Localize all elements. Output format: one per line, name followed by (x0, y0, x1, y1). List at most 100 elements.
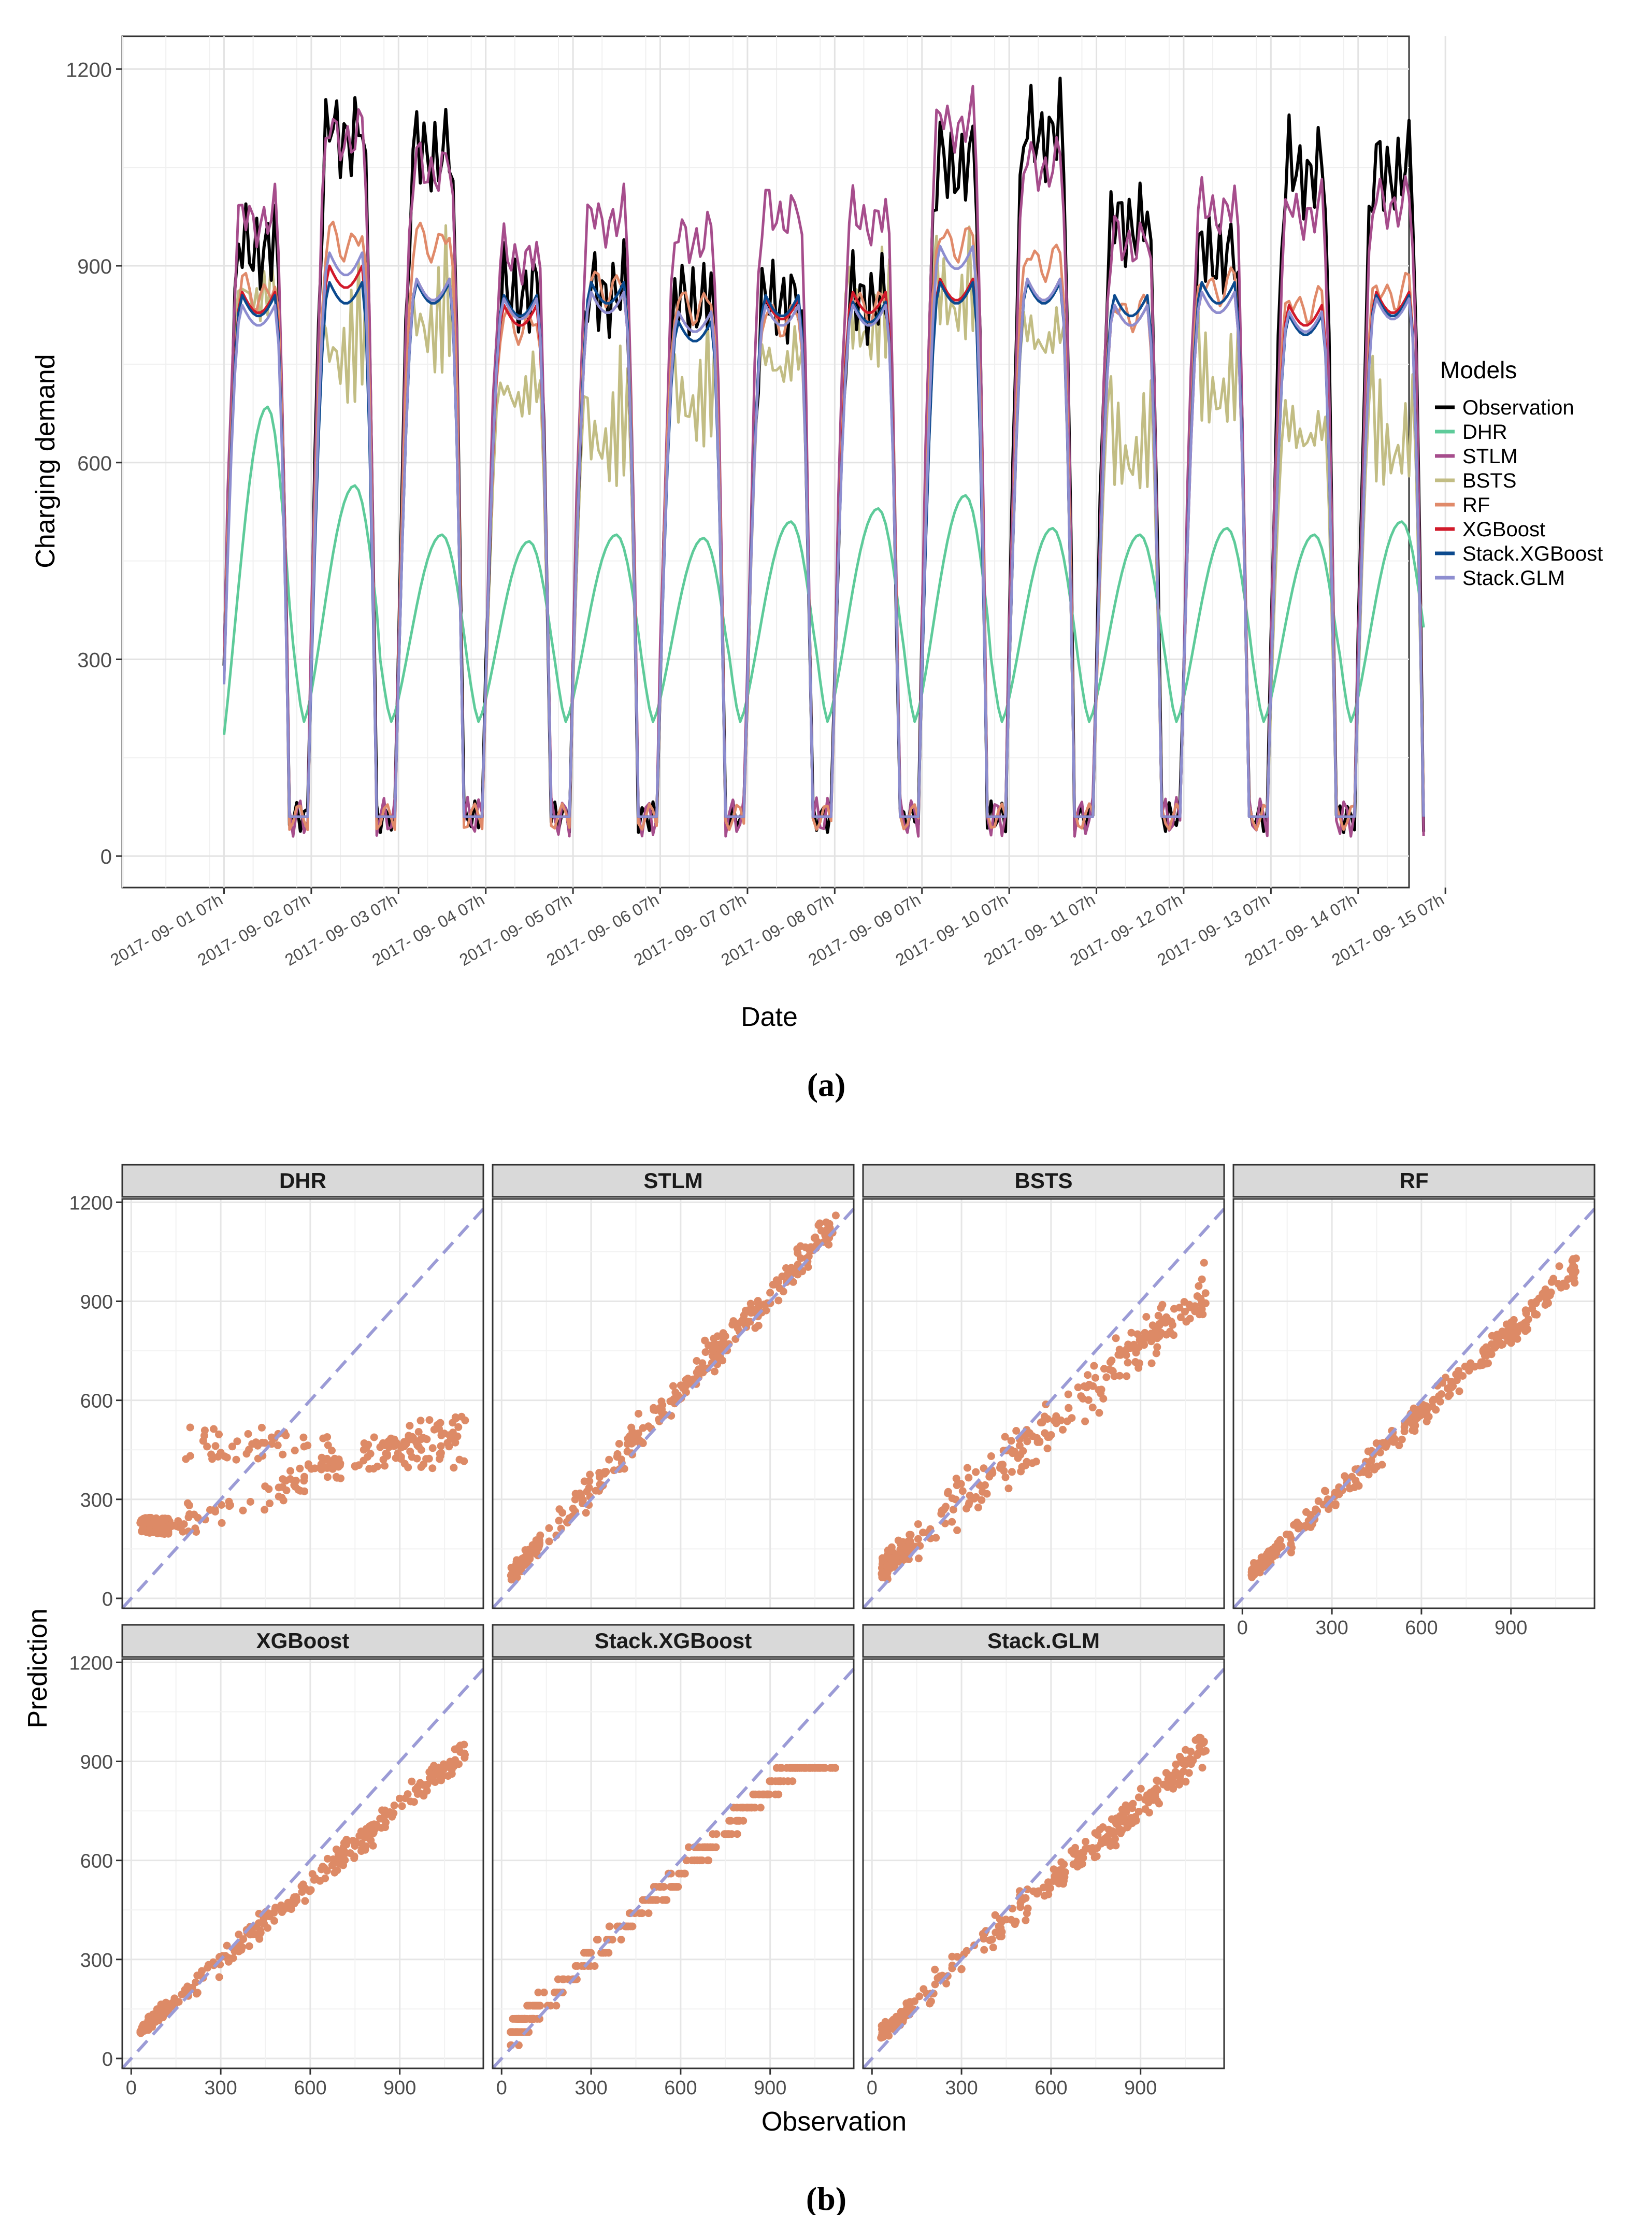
scatter-point (701, 1336, 709, 1345)
scatter-point (414, 1428, 423, 1436)
scatter-point (681, 1869, 689, 1878)
scatter-point (370, 1433, 378, 1441)
scatter-point (1341, 1472, 1349, 1480)
scatter-point (685, 1843, 693, 1851)
scatter-point (914, 1520, 922, 1528)
scatter-point (146, 1527, 154, 1536)
scatter-point (199, 1437, 207, 1445)
scatter-point (1094, 1831, 1102, 1839)
scatter-point (635, 1410, 643, 1418)
scatter-point (573, 1962, 582, 1970)
scatter-point (408, 1777, 416, 1785)
scatter-point (242, 1450, 251, 1458)
scatter-point (534, 1989, 542, 1996)
scatter-point (1182, 1778, 1190, 1786)
scatter-point (1516, 1322, 1524, 1331)
scatter-point (1168, 1321, 1176, 1329)
scatter-point (760, 1301, 768, 1309)
scatter-point (1198, 1275, 1206, 1283)
scatter-point (896, 1545, 904, 1553)
scatter-point (794, 1249, 802, 1257)
scatter-point (1134, 1364, 1143, 1372)
scatter-point (695, 1365, 703, 1374)
scatter-point (410, 1798, 418, 1806)
scatter-point (635, 1436, 643, 1445)
scatter-point (1283, 1531, 1290, 1539)
scatter-point (1060, 1860, 1068, 1868)
scatter-point (1115, 1371, 1124, 1380)
scatter-point (210, 1425, 218, 1433)
facet-title: Stack.XGBoost (595, 1628, 752, 1653)
scatter-point (709, 1347, 717, 1355)
scatter-point (920, 1985, 928, 1993)
scatter-point (713, 1332, 722, 1340)
scatter-point (308, 1870, 317, 1878)
scatter-point (1348, 1473, 1356, 1481)
scatter-point (1487, 1350, 1496, 1359)
scatter-point (148, 2023, 156, 2031)
scatter-point (989, 1944, 997, 1951)
panel-a-caption: (a) (807, 1066, 846, 1103)
scatter-point (323, 1867, 331, 1875)
scatter-point (634, 1429, 642, 1437)
y-tick-label: 0 (102, 1589, 113, 1610)
scatter-point (606, 1922, 614, 1931)
scatter-point (1106, 1842, 1114, 1850)
x-tick-label: 600 (1035, 2077, 1067, 2099)
scatter-point (957, 1965, 966, 1973)
scatter-point (1155, 1321, 1163, 1330)
scatter-point (437, 1431, 446, 1439)
scatter-point (992, 1928, 1000, 1937)
scatter-point (1453, 1376, 1461, 1384)
scatter-point (1106, 1358, 1114, 1366)
facet-panel-border (492, 1658, 855, 2069)
scatter-point (1099, 1823, 1107, 1831)
scatter-point (972, 1493, 980, 1501)
scatter-point (244, 1430, 252, 1438)
scatter-point (1293, 1518, 1301, 1526)
scatter-point (335, 1854, 343, 1862)
scatter-point (450, 1464, 458, 1472)
scatter-point (1126, 1344, 1134, 1352)
x-tick-label: 300 (1315, 1617, 1348, 1639)
scatter-point (413, 1454, 421, 1463)
scatter-point (1176, 1770, 1185, 1778)
scatter-point (400, 1460, 409, 1468)
scatter-point (701, 1348, 710, 1356)
panel-b-caption: (b) (806, 2180, 846, 2215)
scatter-point (294, 1485, 303, 1494)
scatter-point (323, 1464, 332, 1472)
scatter-point (454, 1423, 463, 1431)
scatter-point (206, 1506, 214, 1514)
scatter-point (261, 1439, 269, 1447)
scatter-point (290, 1893, 298, 1902)
scatter-point (1142, 1313, 1151, 1321)
scatter-point (1084, 1371, 1092, 1379)
scatter-point (246, 1498, 254, 1506)
scatter-point (1250, 1569, 1258, 1578)
scatter-point (153, 1516, 161, 1524)
scatter-point (585, 1477, 594, 1485)
facet-points (507, 1764, 839, 2049)
scatter-point (711, 1367, 719, 1376)
scatter-point (1063, 1417, 1071, 1425)
scatter-point (1095, 1386, 1103, 1394)
scatter-point (1123, 1372, 1131, 1380)
scatter-point (884, 2026, 892, 2034)
scatter-point (1099, 1395, 1108, 1403)
scatter-point (533, 2002, 541, 2010)
scatter-point (1043, 1883, 1051, 1891)
scatter-point (1095, 1409, 1103, 1417)
scatter-point (595, 1469, 604, 1477)
scatter-point (404, 1790, 412, 1798)
scatter-point (422, 1455, 430, 1463)
scatter-point (450, 1762, 458, 1770)
scatter-point (318, 1453, 326, 1462)
scatter-point (204, 1964, 212, 1972)
scatter-point (1082, 1838, 1090, 1846)
scatter-point (461, 1753, 469, 1762)
scatter-point (669, 1382, 677, 1390)
scatter-point (887, 1543, 896, 1551)
scatter-point (740, 1311, 748, 1319)
